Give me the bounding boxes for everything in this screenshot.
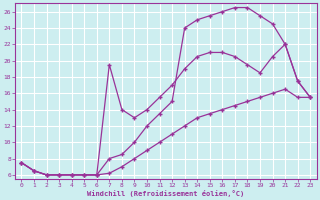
X-axis label: Windchill (Refroidissement éolien,°C): Windchill (Refroidissement éolien,°C)	[87, 190, 244, 197]
